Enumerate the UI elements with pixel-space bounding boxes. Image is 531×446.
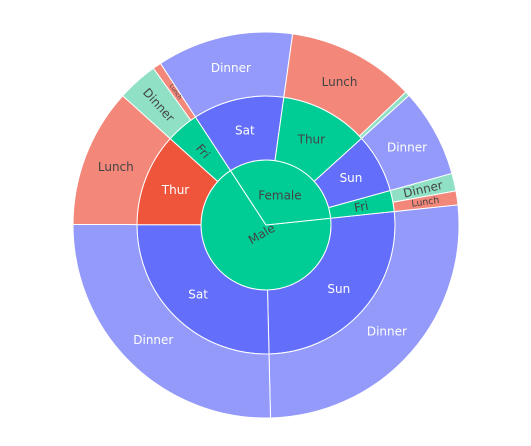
segment-male-sat-dinner[interactable] — [72, 223, 272, 419]
segment-female-fri-lunch[interactable] — [392, 190, 459, 213]
segment-male-sun-dinner[interactable] — [268, 204, 460, 419]
